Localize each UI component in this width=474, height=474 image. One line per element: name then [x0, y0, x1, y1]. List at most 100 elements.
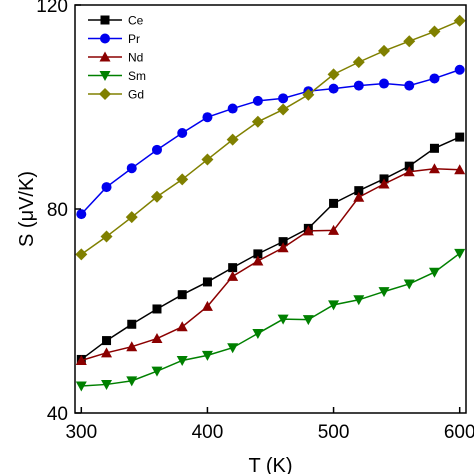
y-tick-label: 120 — [36, 0, 68, 17]
series-line-pr — [80, 69, 460, 215]
series-pr — [76, 64, 465, 220]
legend-marker — [100, 33, 110, 44]
data-point-nd — [252, 255, 264, 266]
data-point-pr — [126, 163, 137, 174]
legend-label: Gd — [128, 88, 144, 102]
data-point-sm — [75, 381, 87, 392]
data-point-ce — [354, 186, 364, 196]
data-point-sm — [302, 315, 314, 326]
data-point-gd — [302, 88, 315, 101]
data-point-pr — [76, 209, 87, 220]
data-point-nd — [201, 300, 213, 311]
data-point-nd — [75, 354, 87, 365]
data-point-gd — [277, 103, 290, 116]
data-point-gd — [378, 44, 391, 57]
legend-item-nd: Nd — [88, 51, 143, 65]
data-point-nd — [454, 164, 466, 175]
data-point-sm — [277, 314, 289, 325]
data-point-pr — [227, 103, 238, 114]
legend-label: Pr — [128, 32, 140, 46]
series-line-sm — [81, 252, 461, 387]
axis-ticks: 300 400 500 600 40 80 120 — [36, 0, 474, 443]
x-tick-label: 300 — [65, 422, 97, 443]
data-point-gd — [100, 230, 113, 243]
data-point-pr — [151, 144, 162, 155]
data-point-nd — [277, 242, 289, 253]
data-point-sm — [101, 379, 113, 390]
series-sm — [75, 248, 466, 392]
data-point-sm — [151, 366, 163, 377]
data-point-pr — [177, 128, 188, 139]
data-point-pr — [252, 95, 263, 106]
legend-item-pr: Pr — [88, 32, 140, 46]
data-point-gd — [201, 153, 214, 166]
legend-label: Nd — [128, 51, 143, 65]
y-tick-label: 80 — [47, 200, 68, 221]
data-point-pr — [429, 73, 440, 84]
data-point-sm — [403, 279, 415, 290]
data-point-ce — [127, 319, 137, 329]
legend-marker — [99, 88, 111, 100]
data-point-ce — [102, 336, 112, 346]
data-point-gd — [75, 248, 88, 261]
data-point-pr — [353, 80, 364, 91]
data-point-pr — [278, 93, 289, 104]
data-point-sm — [126, 376, 138, 387]
data-point-ce — [429, 143, 439, 153]
data-point-sm — [201, 350, 213, 361]
data-point-sm — [353, 295, 365, 306]
data-point-nd — [328, 224, 340, 235]
data-point-pr — [454, 64, 465, 75]
data-point-nd — [353, 191, 365, 202]
data-point-ce — [228, 263, 238, 273]
data-point-ce — [152, 304, 162, 314]
y-axis-label: S (μV/K) — [16, 171, 38, 247]
legend-item-ce: Ce — [88, 14, 144, 28]
data-point-sm — [227, 343, 239, 354]
data-point-nd — [302, 225, 314, 236]
data-point-gd — [403, 35, 416, 48]
data-point-pr — [101, 182, 112, 193]
series-group — [75, 14, 466, 392]
data-point-gd — [176, 173, 189, 186]
legend-label: Sm — [128, 69, 146, 83]
series-gd — [75, 14, 466, 261]
data-point-gd — [226, 133, 239, 146]
data-point-sm — [454, 248, 466, 259]
data-point-nd — [101, 347, 113, 358]
data-point-nd — [126, 341, 138, 352]
data-point-ce — [253, 249, 263, 259]
series-nd — [75, 163, 466, 365]
data-point-ce — [278, 237, 288, 247]
x-tick-label: 500 — [318, 422, 350, 443]
series-line-ce — [80, 136, 460, 361]
data-point-gd — [453, 14, 466, 27]
data-point-pr — [328, 83, 339, 94]
data-point-ce — [404, 161, 414, 171]
data-point-gd — [251, 115, 264, 128]
series-line-gd — [80, 20, 460, 256]
legend-marker — [99, 71, 111, 81]
data-point-pr — [379, 78, 390, 89]
data-point-nd — [151, 333, 163, 344]
data-point-gd — [428, 25, 441, 38]
data-point-sm — [378, 287, 390, 298]
data-point-gd — [352, 56, 365, 69]
data-point-sm — [328, 300, 340, 311]
series-line-nd — [81, 167, 460, 362]
data-point-sm — [176, 355, 188, 366]
data-point-ce — [177, 290, 187, 300]
plot-frame — [74, 4, 467, 414]
legend-label: Ce — [128, 14, 144, 28]
y-tick-label: 40 — [47, 404, 68, 425]
data-point-nd — [403, 166, 415, 177]
data-point-nd — [428, 163, 440, 174]
data-point-gd — [150, 190, 163, 203]
data-point-ce — [455, 132, 465, 142]
legend-marker — [99, 51, 111, 62]
data-point-gd — [327, 68, 340, 81]
legend-item-gd: Gd — [88, 88, 144, 102]
data-point-nd — [378, 178, 390, 189]
data-point-ce — [329, 198, 339, 208]
